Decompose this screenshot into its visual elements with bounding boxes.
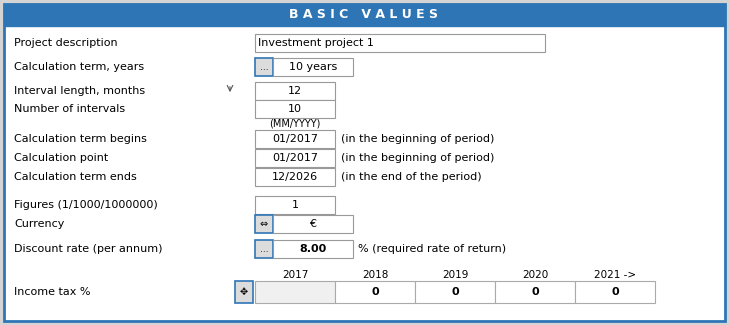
Bar — [255, 34, 545, 52]
Text: (MM/YYYY): (MM/YYYY) — [269, 118, 321, 128]
Text: ⇔: ⇔ — [260, 219, 268, 229]
Text: ✥: ✥ — [240, 287, 248, 297]
Text: B A S I C   V A L U E S: B A S I C V A L U E S — [289, 8, 439, 21]
Bar — [273, 58, 353, 76]
Text: Investment project 1: Investment project 1 — [258, 38, 374, 48]
Bar — [255, 240, 273, 258]
Text: (in the beginning of period): (in the beginning of period) — [341, 134, 494, 144]
Text: 2020: 2020 — [522, 270, 548, 280]
Text: Calculation term, years: Calculation term, years — [14, 62, 144, 72]
Text: 2017: 2017 — [282, 270, 308, 280]
Text: 10 years: 10 years — [289, 62, 337, 72]
Text: Calculation point: Calculation point — [14, 153, 108, 163]
Text: % (required rate of return): % (required rate of return) — [358, 244, 506, 254]
Text: 2018: 2018 — [362, 270, 388, 280]
Bar — [255, 215, 273, 233]
Bar — [255, 82, 335, 100]
Text: €: € — [310, 219, 316, 229]
Bar — [335, 281, 415, 303]
Bar — [255, 100, 335, 118]
Text: 2021 ->: 2021 -> — [594, 270, 636, 280]
Text: Figures (1/1000/1000000): Figures (1/1000/1000000) — [14, 200, 157, 210]
Text: 2019: 2019 — [442, 270, 468, 280]
Text: ...: ... — [260, 62, 268, 72]
Text: 0: 0 — [611, 287, 619, 297]
Text: 0: 0 — [371, 287, 379, 297]
Text: ...: ... — [260, 244, 268, 254]
Bar — [4, 4, 725, 26]
Text: Calculation term begins: Calculation term begins — [14, 134, 147, 144]
Bar — [255, 168, 335, 186]
Text: 8.00: 8.00 — [300, 244, 327, 254]
Bar — [273, 240, 353, 258]
Bar — [255, 149, 335, 167]
Bar — [575, 281, 655, 303]
Text: Project description: Project description — [14, 38, 117, 48]
Text: 0: 0 — [451, 287, 459, 297]
Text: 1: 1 — [292, 200, 298, 210]
Text: 01/2017: 01/2017 — [272, 153, 318, 163]
Text: (in the end of the period): (in the end of the period) — [341, 172, 482, 182]
Text: (in the beginning of period): (in the beginning of period) — [341, 153, 494, 163]
Text: 01/2017: 01/2017 — [272, 134, 318, 144]
Bar — [255, 130, 335, 148]
Bar — [415, 281, 495, 303]
Text: Income tax %: Income tax % — [14, 287, 90, 297]
Text: 12: 12 — [288, 86, 302, 96]
Bar — [235, 281, 253, 303]
Text: Calculation term ends: Calculation term ends — [14, 172, 137, 182]
Text: 12/2026: 12/2026 — [272, 172, 318, 182]
Text: Number of intervals: Number of intervals — [14, 104, 125, 114]
Text: Interval length, months: Interval length, months — [14, 86, 145, 96]
Text: Currency: Currency — [14, 219, 64, 229]
Text: 0: 0 — [531, 287, 539, 297]
Text: Discount rate (per annum): Discount rate (per annum) — [14, 244, 163, 254]
Text: 10: 10 — [288, 104, 302, 114]
Bar — [273, 215, 353, 233]
Bar — [255, 58, 273, 76]
Bar — [495, 281, 575, 303]
Bar — [255, 196, 335, 214]
Bar — [255, 281, 335, 303]
